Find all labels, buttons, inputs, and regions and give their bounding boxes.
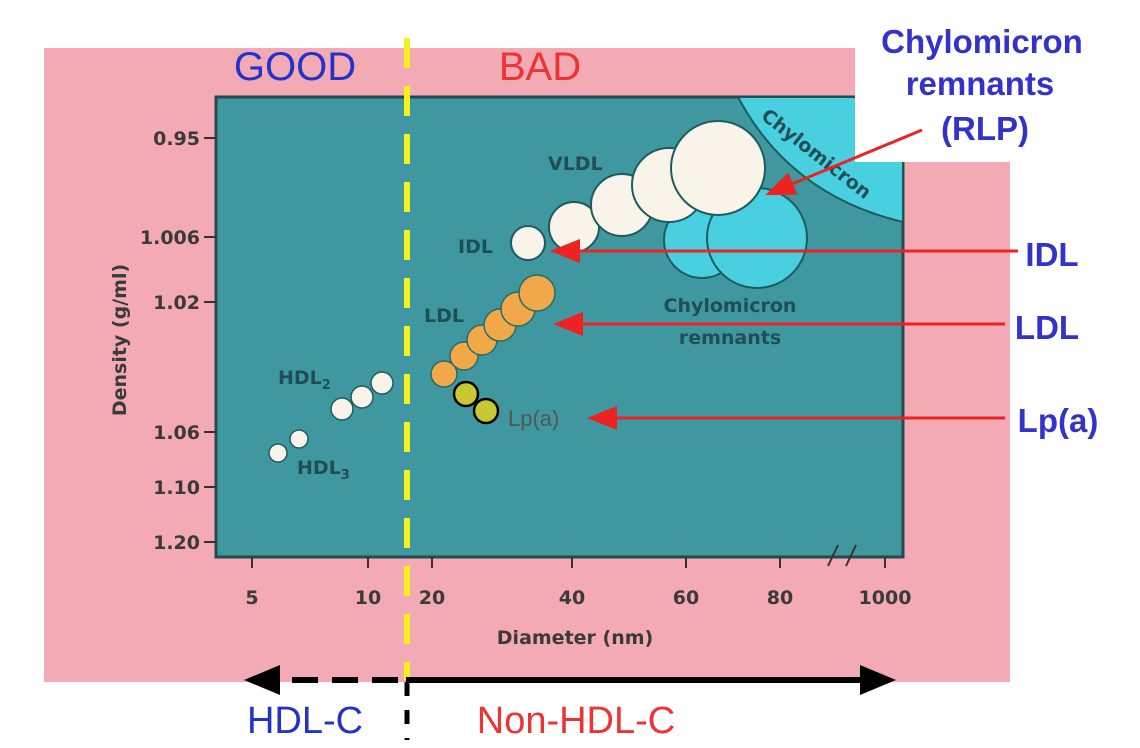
y-axis-label: Density (g/ml) [109,264,131,416]
lpa-circles [452,380,500,425]
ldl-callout: LDL [1015,309,1079,346]
hdl2-label: HDL2 [278,367,331,393]
bad-label: BAD [499,45,581,89]
x-tick-label: 60 [673,587,699,609]
good-label: GOOD [234,45,356,89]
y-tick-label: 1.02 [153,292,200,314]
hdl-c-label: HDL-C [247,700,363,742]
x-tick-label: 5 [245,587,258,609]
chylomicron-remnants-label: remnants [679,327,781,349]
lpa-label: Lp(a) [508,406,559,431]
rlp-callout: remnants [906,65,1055,102]
x-tick-label: 20 [419,587,445,609]
x-tick-label: 10 [355,587,381,609]
x-tick-label: 40 [559,587,585,609]
ldl-circles [430,274,556,388]
y-tick-label: 1.06 [153,422,200,444]
x-axis [251,544,886,568]
ldl-label: LDL [424,305,464,327]
idl-callout: IDL [1025,236,1078,273]
rlp-callout: Chylomicron [881,23,1083,60]
x-axis-label: Diameter (nm) [497,627,653,649]
rlp-callout: (RLP) [941,110,1029,147]
y-tick-label: 0.95 [153,128,200,150]
hdl-circles [268,371,394,463]
idl-label: IDL [458,236,493,258]
x-tick-label: 80 [767,587,793,609]
non-hdl-c-label: Non-HDL-C [477,700,675,742]
lpa-callout: Lp(a) [1018,402,1099,439]
idl-circle [510,225,546,261]
y-axis [204,137,216,543]
callout-arrows [550,128,1018,430]
chylomicron-remnants-label: Chylomicron [664,295,797,317]
hdl3-label: HDL3 [297,457,350,483]
y-tick-label: 1.10 [153,477,200,499]
vldl-circles [548,120,766,253]
y-tick-label: 1.006 [140,227,200,249]
vldl-label: VLDL [548,153,603,175]
x-tick-label: 1000 [859,587,912,609]
y-tick-label: 1.20 [153,532,200,554]
